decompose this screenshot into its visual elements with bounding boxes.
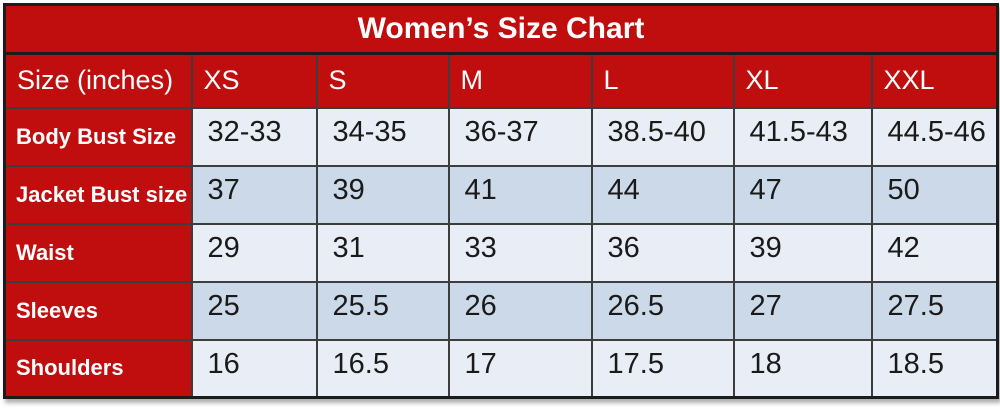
value-cell: 18 [732, 338, 873, 399]
value-cell: 31 [315, 222, 450, 283]
title-row: Women’s Size Chart [3, 3, 999, 55]
row-label-waist: Waist [3, 222, 193, 283]
table-row-shoulders: Shoulders 16 16.5 17 17.5 18 18.5 [3, 338, 999, 399]
value-cell: 39 [315, 164, 450, 225]
value-cell: 16 [190, 338, 318, 399]
header-cell-xxl: XXL [870, 52, 999, 109]
value-cell: 29 [190, 222, 318, 283]
size-chart-container: Women’s Size Chart Size (inches) XS S M … [3, 3, 999, 399]
size-chart-table: Women’s Size Chart Size (inches) XS S M … [3, 3, 999, 399]
value-cell: 50 [870, 164, 999, 225]
row-label-sleeves: Sleeves [3, 280, 193, 341]
value-cell: 27 [732, 280, 873, 341]
value-cell: 25 [190, 280, 318, 341]
value-cell: 36 [590, 222, 735, 283]
header-cell-l: L [590, 52, 735, 109]
value-cell: 42 [870, 222, 999, 283]
value-cell: 47 [732, 164, 873, 225]
value-cell: 41 [447, 164, 593, 225]
chart-title: Women’s Size Chart [3, 3, 999, 55]
value-cell: 44 [590, 164, 735, 225]
value-cell: 25.5 [315, 280, 450, 341]
value-cell: 17.5 [590, 338, 735, 399]
row-label-shoulders: Shoulders [3, 338, 193, 399]
value-cell: 39 [732, 222, 873, 283]
header-cell-size-inches: Size (inches) [3, 52, 193, 109]
value-cell: 34-35 [315, 106, 450, 167]
table-row-jacket-bust-size: Jacket Bust size 37 39 41 44 47 50 [3, 164, 999, 225]
header-row: Size (inches) XS S M L XL XXL [3, 52, 999, 109]
header-cell-xs: XS [190, 52, 318, 109]
header-cell-m: M [447, 52, 593, 109]
value-cell: 17 [447, 338, 593, 399]
table-row-waist: Waist 29 31 33 36 39 42 [3, 222, 999, 283]
table-row-sleeves: Sleeves 25 25.5 26 26.5 27 27.5 [3, 280, 999, 341]
value-cell: 33 [447, 222, 593, 283]
value-cell: 38.5-40 [590, 106, 735, 167]
value-cell: 44.5-46 [870, 106, 999, 167]
value-cell: 27.5 [870, 280, 999, 341]
header-cell-xl: XL [732, 52, 873, 109]
value-cell: 37 [190, 164, 318, 225]
value-cell: 16.5 [315, 338, 450, 399]
value-cell: 41.5-43 [732, 106, 873, 167]
value-cell: 18.5 [870, 338, 999, 399]
header-cell-s: S [315, 52, 450, 109]
row-label-body-bust-size: Body Bust Size [3, 106, 193, 167]
value-cell: 36-37 [447, 106, 593, 167]
value-cell: 32-33 [190, 106, 318, 167]
value-cell: 26.5 [590, 280, 735, 341]
table-row-body-bust-size: Body Bust Size 32-33 34-35 36-37 38.5-40… [3, 106, 999, 167]
row-label-jacket-bust-size: Jacket Bust size [3, 164, 193, 225]
value-cell: 26 [447, 280, 593, 341]
